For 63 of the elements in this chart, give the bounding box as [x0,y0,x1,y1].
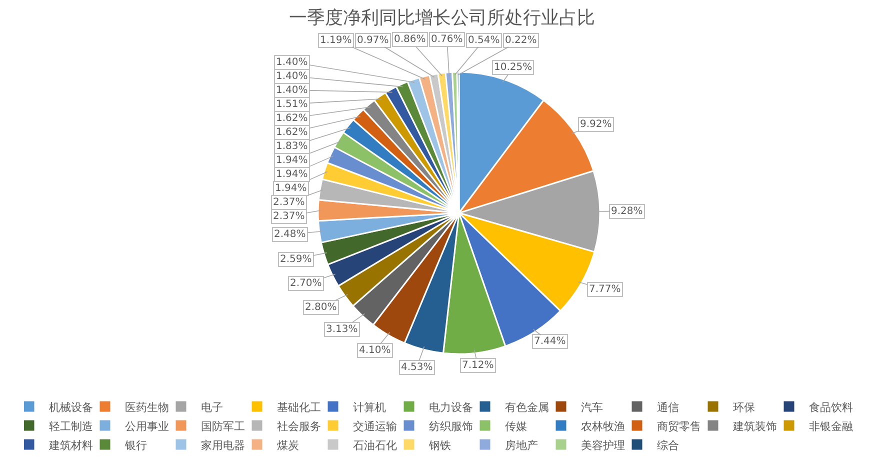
data-label: 9.28% [611,206,643,217]
legend-label: 计算机 [353,400,386,414]
legend-label: 医药生物 [125,400,169,414]
legend-label: 食品饮料 [809,400,853,414]
legend-label: 房地产 [505,438,538,452]
data-label: 0.22% [505,35,537,46]
legend-label: 农林牧渔 [581,420,625,433]
data-label: 9.92% [580,119,612,130]
data-label: 1.40% [276,71,308,82]
legend-label: 公用事业 [125,420,169,433]
data-label: 1.94% [276,169,308,180]
legend-label: 美容护理 [581,438,625,452]
data-label: 3.13% [326,324,358,335]
data-label: 2.37% [273,211,305,222]
legend-label: 建筑装饰 [732,420,777,433]
legend-label: 商贸零售 [657,420,701,433]
legend-label: 电子 [201,400,223,414]
legend-label: 石油石化 [353,438,397,452]
data-label: 7.77% [589,284,621,295]
legend-label: 通信 [657,400,679,414]
data-label: 2.37% [273,197,305,208]
legend-label: 基础化工 [277,400,321,414]
data-label: 1.51% [276,99,308,110]
legend-label: 银行 [124,438,147,452]
legend-label: 环保 [733,400,755,414]
data-label: 2.70% [290,278,322,289]
legend-label: 交通运输 [353,420,397,433]
data-label: 4.53% [401,362,433,373]
data-label: 7.12% [462,360,494,371]
legend-label: 机械设备 [49,400,93,414]
chart-title: 一季度净利同比增长公司所处行业占比 [289,7,595,28]
data-label: 10.25% [494,62,532,73]
legend-label: 综合 [657,438,679,452]
legend-label: 有色金属 [505,400,549,414]
data-label: 1.62% [276,113,308,124]
data-label: 2.59% [280,254,312,265]
legend-label: 煤炭 [277,438,299,452]
legend-label: 轻工制造 [49,420,93,433]
data-label: 2.48% [274,229,306,240]
data-label: 7.44% [534,336,566,347]
legend-label: 汽车 [581,400,603,414]
legend-label: 钢铁 [428,438,451,452]
data-label: 1.62% [276,127,308,138]
legend-label: 国防军工 [201,420,245,433]
data-label: 0.54% [468,35,500,46]
data-label: 2.80% [305,302,337,313]
data-label: 1.40% [276,85,308,96]
data-label: 4.10% [359,345,391,356]
legend-label: 非银金融 [809,420,853,433]
data-label: 0.97% [357,35,389,46]
legend-label: 传媒 [505,420,527,433]
data-label: 1.19% [320,35,352,46]
data-label: 1.83% [276,141,308,152]
legend-label: 家用电器 [201,438,245,452]
data-label: 1.94% [276,155,308,166]
legend-label: 纺织服饰 [429,420,473,433]
legend-label: 社会服务 [277,420,321,433]
legend-label: 电力设备 [429,400,473,414]
data-label: 1.94% [275,183,307,194]
data-label: 1.40% [276,57,308,68]
legend-label: 建筑材料 [48,438,93,452]
data-label: 0.76% [431,34,463,45]
data-label: 0.86% [394,34,426,45]
